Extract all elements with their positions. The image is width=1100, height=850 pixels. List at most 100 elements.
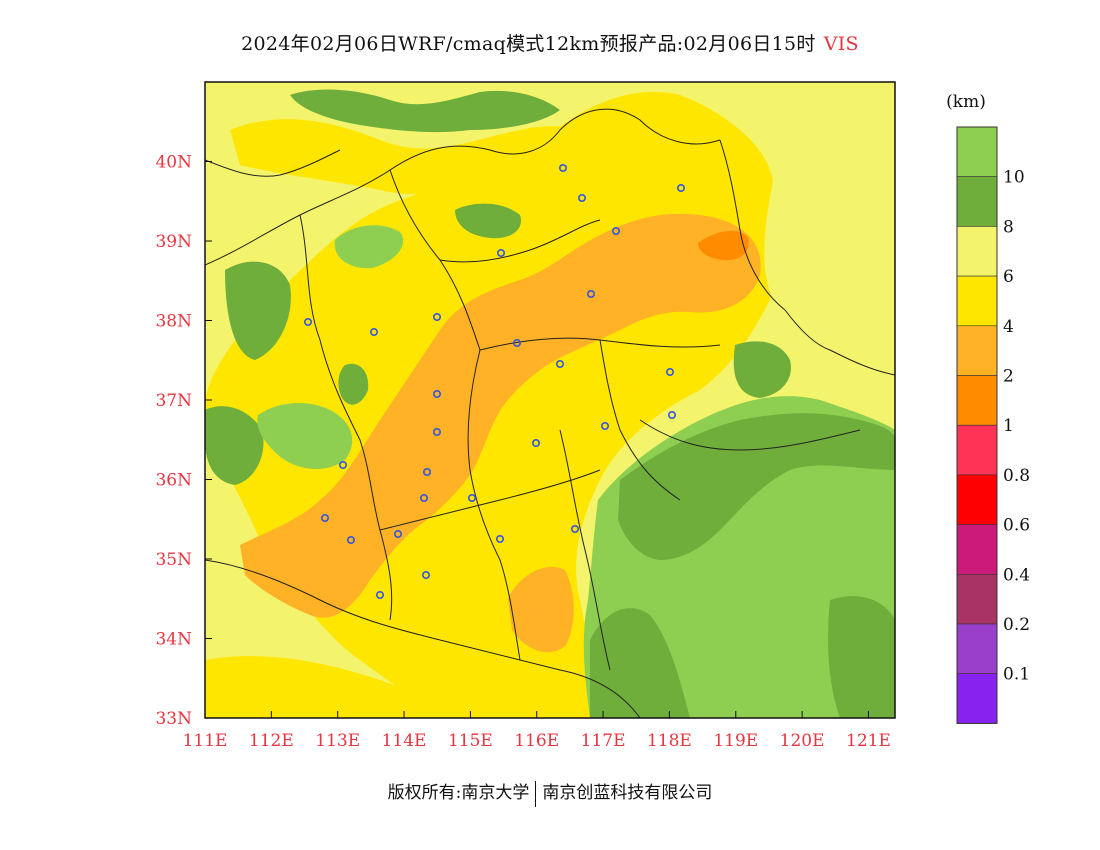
- legend-label: 0.8: [1003, 466, 1030, 486]
- province-boundaries: [205, 108, 895, 718]
- longitude-labels: 111E 112E 113E 114E 115E 116E 117E 118E 119E 120E…: [183, 731, 891, 751]
- boundary-line: [479, 337, 721, 351]
- legend-swatch: [956, 424, 998, 476]
- lon-label-111E: 111E: [183, 731, 228, 751]
- legend-label: 0.1: [1003, 665, 1030, 685]
- city-marker: [586, 289, 595, 298]
- lat-label-36N: 36N: [155, 471, 192, 491]
- vis-zone-2-4km-south: [508, 566, 574, 653]
- lon-label-113E: 113E: [315, 731, 360, 751]
- vis-zone-8-10km-west: [205, 406, 264, 485]
- map-plot-area: [205, 82, 895, 718]
- legend-label: 1: [1003, 416, 1014, 436]
- boundary-line: [379, 469, 601, 531]
- city-marker: [432, 427, 441, 436]
- boundary-line: [439, 219, 601, 263]
- city-marker: [531, 438, 540, 447]
- lat-label-37N: 37N: [155, 391, 192, 411]
- legend-label: 10: [1003, 168, 1025, 188]
- boundary-line: [299, 214, 393, 621]
- legend-labels: 10 8 6 4 2 1 0.8 0.6 0.4 0.2 0.1: [1003, 168, 1030, 685]
- vis-zone-4-6km-southwest: [205, 656, 470, 718]
- city-marker: [495, 534, 504, 543]
- footer-company: 南京创蓝科技有限公司: [542, 783, 713, 803]
- city-marker: [346, 535, 355, 544]
- boundary-line: [719, 139, 786, 311]
- lon-label-120E: 120E: [780, 731, 825, 751]
- legend-swatch: [956, 673, 998, 724]
- title-main: 2024年02月06日WRF/cmaq模式12km预报产品:02月06日15时: [241, 33, 816, 55]
- city-marker: [422, 467, 431, 476]
- boundary-line: [784, 309, 895, 376]
- lon-label-119E: 119E: [713, 731, 758, 751]
- vis-zone-4-6km-north: [230, 119, 620, 195]
- lat-label-40N: 40N: [155, 153, 192, 173]
- city-marker: [432, 389, 441, 398]
- city-marker: [432, 312, 441, 321]
- lat-label-39N: 39N: [155, 232, 192, 252]
- legend-unit: (km): [946, 92, 986, 112]
- latitude-labels: 40N 39N 38N 37N 36N 35N 34N 33N: [155, 153, 192, 730]
- city-marker: [419, 493, 428, 502]
- city-marker: [512, 338, 521, 347]
- footer-credit: 版权所有:南京大学 南京创蓝科技有限公司: [0, 778, 1100, 807]
- legend-swatch: [956, 226, 998, 277]
- city-station-markers: [303, 164, 685, 599]
- vis-zone-10plus-shanxi: [257, 403, 353, 470]
- vis-zone-10plus-north: [334, 225, 404, 269]
- boundary-line: [389, 169, 481, 351]
- legend-swatch: [956, 126, 998, 178]
- boundary-line: [599, 339, 681, 501]
- city-marker: [369, 327, 378, 336]
- legend-label: 0.6: [1003, 516, 1030, 536]
- city-marker: [303, 317, 312, 326]
- legend-frame: [956, 126, 998, 724]
- vis-zone-8-10km-shandong: [733, 341, 791, 398]
- lon-label-115E: 115E: [448, 731, 493, 751]
- boundary-line: [205, 559, 641, 718]
- lon-label-112E: 112E: [249, 731, 294, 751]
- city-marker: [570, 524, 579, 533]
- city-marker: [555, 359, 564, 368]
- city-marker: [338, 460, 347, 469]
- lon-label-116E: 116E: [514, 731, 559, 751]
- map-title: 2024年02月06日WRF/cmaq模式12km预报产品:02月06日15时 V…: [0, 29, 1100, 56]
- legend-swatch: [956, 623, 998, 675]
- lon-label-118E: 118E: [647, 731, 692, 751]
- legend-swatches: [956, 126, 998, 724]
- boundary-line: [467, 349, 521, 661]
- footer-copyright: 版权所有:南京大学: [387, 783, 530, 803]
- lon-label-117E: 117E: [581, 731, 626, 751]
- city-marker: [375, 590, 384, 599]
- vis-zone-6-8km-bohai: [760, 94, 895, 345]
- lat-label-33N: 33N: [155, 709, 192, 729]
- city-marker: [600, 421, 609, 430]
- city-marker: [667, 410, 676, 419]
- legend-swatch: [956, 524, 998, 575]
- footer-separator: [535, 780, 537, 807]
- vis-zone-8-10km-hebei: [455, 203, 521, 239]
- boundary-line: [205, 149, 341, 177]
- city-marker: [676, 184, 685, 193]
- city-marker: [611, 227, 620, 236]
- legend-swatch: [956, 275, 998, 327]
- vis-zone-8-10km-north-ridge: [290, 89, 560, 133]
- city-marker: [558, 164, 567, 173]
- boundary-line: [559, 429, 611, 671]
- lat-label-38N: 38N: [155, 312, 192, 332]
- vis-zone-8-10km-south: [590, 608, 690, 718]
- lat-label-34N: 34N: [155, 630, 192, 650]
- city-marker: [496, 249, 505, 258]
- city-marker: [665, 367, 674, 376]
- city-marker: [577, 194, 586, 203]
- vis-zone-8-10km-east: [828, 596, 895, 718]
- lat-label-35N: 35N: [155, 550, 192, 570]
- legend-label: 0.2: [1003, 615, 1030, 635]
- city-marker: [467, 493, 476, 502]
- vis-zone-8-10km-northwest: [225, 261, 291, 360]
- city-marker: [320, 513, 329, 522]
- lon-label-114E: 114E: [382, 731, 427, 751]
- vis-zone-1-2km: [698, 230, 749, 261]
- vis-zone-8-10km-coast: [618, 413, 895, 560]
